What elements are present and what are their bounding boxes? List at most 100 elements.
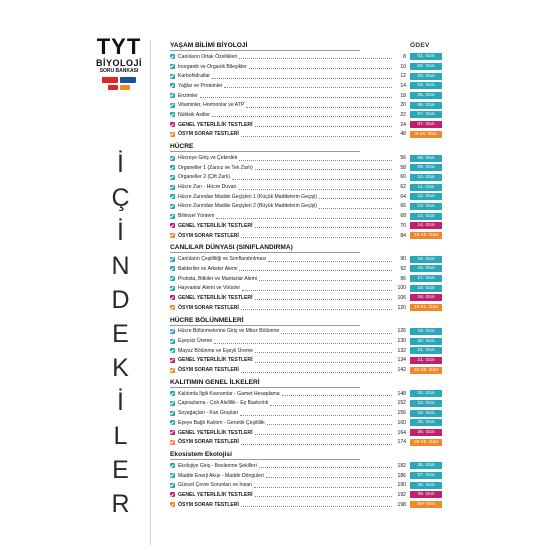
topic-title: Organeller 2 (Çift Zarlı) <box>178 174 231 181</box>
checkbox-icon <box>170 400 175 406</box>
homework-day-badge: 02. Gün <box>410 63 442 71</box>
checkbox-icon <box>170 102 175 108</box>
homework-day-badge: 09. Gün <box>410 164 442 172</box>
homework-day-badge: 05. Gün <box>410 92 442 100</box>
publisher-logo-icon <box>120 85 130 90</box>
checkbox-icon <box>170 410 175 416</box>
checkbox-icon <box>170 165 175 171</box>
checkbox-icon <box>170 223 175 229</box>
checkbox-icon <box>170 122 175 128</box>
toc-row: Hücre Zarı - Hücre Duvarı 62 11. Gün <box>170 182 442 192</box>
page-number: 198 <box>397 501 407 508</box>
publisher-logo-icon <box>108 85 118 90</box>
checkbox-icon <box>170 54 175 60</box>
page-number: 58 <box>400 164 406 171</box>
homework-day-badge: 20. Gün <box>410 337 442 345</box>
page-number: 106 <box>397 294 407 301</box>
toc-row: ÖSYM SORAR TESTLERİ 174 26-28. Gün <box>170 437 442 447</box>
toc-row: Hayvanlar Alemi ve Virüsler 100 18. Gün <box>170 283 442 293</box>
dot-leader <box>281 391 392 397</box>
section-title: HÜCRE BÖLÜNMELERİ <box>170 317 360 326</box>
toc-row: Madde Enerji Akışı - Madde Döngüleri 186 2… <box>170 471 442 481</box>
topic-title: Yağlar ve Proteinler <box>178 82 223 89</box>
homework-day-badge: 10. Gün <box>410 173 442 181</box>
dot-leader <box>240 411 392 416</box>
homework-day-badge: 28. Gün <box>410 481 442 489</box>
topic-title: GENEL YETERLİLİK TESTLERİ <box>178 121 253 128</box>
homework-day-badge: 8-14. Gün <box>410 130 442 138</box>
toc-row: GENEL YETERLİLİK TESTLERİ 70 14. Gün <box>170 221 442 231</box>
homework-day-badge: 28. Gün <box>410 491 442 499</box>
dot-leader <box>281 329 392 334</box>
topic-title: Hayvanlar Alemi ve Virüsler <box>178 285 241 292</box>
checkbox-icon <box>170 64 175 70</box>
dot-leader <box>258 276 392 282</box>
page-number: 20 <box>400 102 406 109</box>
toc-row: GENEL YETERLİLİK TESTLERİ 164 25. Gün <box>170 428 442 438</box>
toc-row: ÖSYM SORAR TESTLERİ 142 22-25. Gün <box>170 365 442 375</box>
section-title: Ekosistem Ekolojisi <box>170 451 360 461</box>
dot-leader <box>246 103 392 108</box>
checkbox-icon <box>170 338 175 344</box>
dot-leader <box>254 492 392 498</box>
toc-row: Vitaminler, Hormonlar ve ATP 20 06. Gün <box>170 100 442 110</box>
toc-row: ÖSYM SORAR TESTLERİ 198 28+ Gün <box>170 500 442 510</box>
toc-row: ÖSYM SORAR TESTLERİ 48 8-14. Gün <box>170 130 442 140</box>
toc-row: Mayoz Bölünme ve Eşeyli Üreme 132 21. Gün <box>170 346 442 356</box>
topic-title: ÖSYM SORAR TESTLERİ <box>178 501 239 508</box>
topic-title: İnorganik ve Organik Bileşikler <box>178 63 247 70</box>
topic-title: Soyağaçları - Kan Grupları <box>178 410 239 417</box>
page-number: 18 <box>400 92 406 99</box>
dot-leader <box>240 368 392 373</box>
checkbox-icon <box>170 174 175 180</box>
page-number: 64 <box>400 193 406 200</box>
checkbox-icon <box>170 155 175 161</box>
page-number: 68 <box>400 213 406 220</box>
dot-leader <box>254 122 392 128</box>
page-number: 164 <box>397 429 407 436</box>
toc-row: Karbohidratlar 12 03. Gün <box>170 71 442 81</box>
dot-leader <box>239 54 392 60</box>
toc-row: Eşeysiz Üreme 130 20. Gün <box>170 336 442 346</box>
topic-title: Hücre Bölünmelerine Giriş ve Mitoz Bölün… <box>178 328 280 335</box>
section-title: HÜCRE <box>170 143 360 153</box>
topic-title: GENEL YETERLİLİK TESTLERİ <box>178 491 253 498</box>
brand-subject: BİYOLOJİ <box>95 58 142 68</box>
page-number: 134 <box>397 357 407 364</box>
homework-day-badge: 21. Gün <box>410 347 442 355</box>
topic-title: Karbohidratlar <box>178 73 210 80</box>
contents-vertical-title: İÇİNDEKİLER <box>105 150 135 540</box>
dot-leader <box>253 483 392 488</box>
dot-leader <box>214 339 392 344</box>
dot-leader <box>240 502 392 508</box>
topic-title: Bilimsel Yöntem <box>178 213 215 220</box>
contents-title-text: İÇİNDEKİLER <box>106 150 135 524</box>
toc-row: Yağlar ve Proteinler 14 04. Gün <box>170 81 442 91</box>
toc-row: Nükleik Asitler 22 07. Gün <box>170 110 442 120</box>
homework-day-badge: 19-21. Gün <box>410 304 442 312</box>
homework-day-badge: 19. Gün <box>410 327 442 335</box>
homework-day-badge: 18. Gün <box>410 294 442 302</box>
checkbox-icon <box>170 233 175 239</box>
page-number: 126 <box>397 328 407 335</box>
topic-title: Hücreye Giriş ve Çekirdek <box>178 155 238 162</box>
topic-title: Organeller 1 (Zarsız ve Tek Zarlı) <box>178 164 253 171</box>
page-number: 10 <box>400 63 406 70</box>
topic-title: Çaprazlama - Çok Alellilik - Eş Baskınlı… <box>178 400 269 407</box>
toc-section: Ekosistem Ekolojisi Ekolojiye Giriş - Bes… <box>170 451 442 509</box>
checkbox-icon <box>170 367 175 373</box>
checkbox-icon <box>170 213 175 219</box>
page-number: 12 <box>400 73 406 80</box>
homework-day-badge: 22-25. Gün <box>410 366 442 374</box>
homework-day-badge: 08. Gün <box>410 154 442 162</box>
publisher-logo-icon <box>120 77 136 83</box>
toc-row: Canlıların Ortak Özellikleri 8 01. Gün <box>170 52 442 62</box>
dot-leader <box>224 83 392 89</box>
checkbox-icon <box>170 131 175 137</box>
homework-day-badge: 14. Gün <box>410 212 442 220</box>
toc-row: Bakteriler ve Arkeler Alemi 92 16. Gün <box>170 264 442 274</box>
dot-leader <box>239 266 392 272</box>
page-number: 152 <box>397 400 407 407</box>
dot-leader <box>319 204 392 209</box>
checkbox-icon <box>170 73 175 79</box>
